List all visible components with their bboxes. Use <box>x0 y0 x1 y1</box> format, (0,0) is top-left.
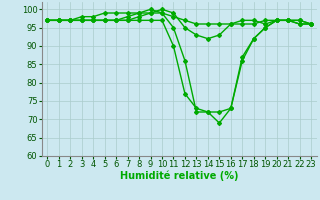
X-axis label: Humidité relative (%): Humidité relative (%) <box>120 171 238 181</box>
